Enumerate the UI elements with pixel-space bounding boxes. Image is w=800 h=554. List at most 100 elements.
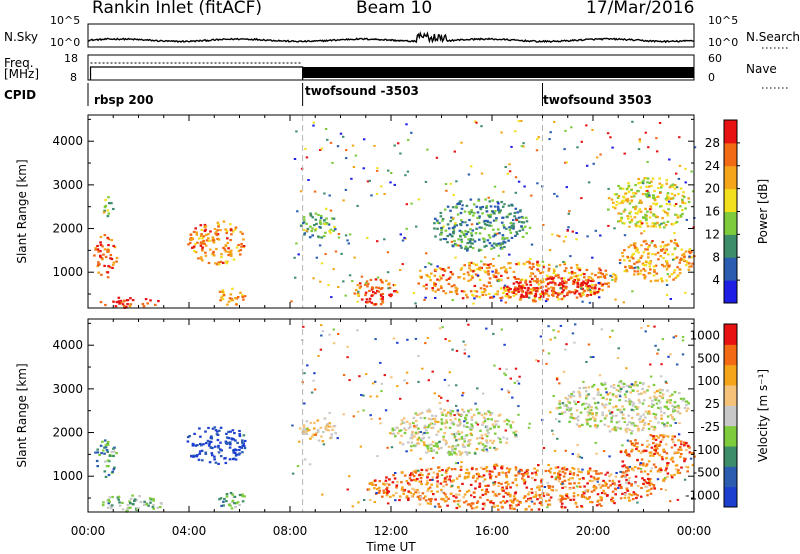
velocity-cell bbox=[393, 477, 397, 480]
velocity-cell bbox=[215, 433, 219, 436]
velocity-noise-cell bbox=[500, 388, 504, 391]
power-cell bbox=[675, 242, 678, 245]
velocity-cell bbox=[514, 466, 518, 469]
power-cell bbox=[303, 233, 306, 236]
velocity-cell bbox=[669, 424, 672, 427]
velocity-cell bbox=[436, 420, 440, 424]
power-cell bbox=[541, 293, 545, 296]
velocity-cell bbox=[656, 452, 659, 455]
power-cell bbox=[434, 217, 437, 220]
velocity-cell bbox=[505, 475, 508, 479]
velocity-cell bbox=[101, 449, 105, 452]
velocity-cell bbox=[650, 446, 654, 449]
velocity-cell bbox=[623, 417, 626, 420]
power-cell bbox=[106, 249, 109, 252]
velocity-cell bbox=[502, 495, 505, 498]
velocity-cell bbox=[641, 477, 644, 480]
velocity-cell bbox=[312, 433, 316, 436]
velocity-cell bbox=[509, 426, 513, 429]
power-cell bbox=[499, 278, 503, 281]
velocity-cell bbox=[508, 494, 512, 498]
velocity-cell bbox=[646, 482, 649, 485]
power-cell bbox=[314, 218, 318, 221]
power-cell bbox=[225, 229, 229, 232]
velocity-cell bbox=[535, 473, 538, 476]
velocity-cell bbox=[131, 494, 134, 497]
velocity-cell bbox=[229, 441, 232, 444]
power-noise-cell bbox=[586, 164, 589, 167]
velocity-noise-cell bbox=[595, 452, 598, 455]
velocity-cell bbox=[622, 471, 625, 474]
velocity-cell bbox=[666, 472, 670, 475]
velocity-noise-cell bbox=[657, 436, 660, 439]
velocity-noise-cell bbox=[451, 348, 454, 351]
power-noise-cell bbox=[290, 300, 293, 303]
power-noise-cell bbox=[592, 162, 595, 165]
velocity-noise-cell bbox=[625, 481, 628, 484]
power-cell bbox=[517, 282, 520, 285]
power-cell bbox=[636, 224, 640, 227]
velocity-ytick-label: 3000 bbox=[52, 382, 83, 396]
power-cell bbox=[688, 265, 691, 268]
power-cell bbox=[507, 296, 511, 299]
power-noise-cell bbox=[331, 161, 334, 164]
velocity-noise-cell bbox=[542, 494, 546, 497]
velocity-cell bbox=[481, 507, 485, 510]
power-cell bbox=[509, 212, 512, 215]
velocity-noise-cell bbox=[571, 453, 574, 455]
velocity-cell bbox=[625, 427, 629, 430]
velocity-cell bbox=[508, 469, 511, 472]
velocity-cell bbox=[673, 409, 677, 412]
velocity-cell bbox=[104, 460, 107, 463]
velocity-cell bbox=[412, 493, 415, 496]
velocity-cell bbox=[473, 507, 477, 510]
velocity-cell bbox=[576, 419, 580, 422]
velocity-cell bbox=[577, 482, 581, 485]
velocity-cell bbox=[633, 424, 637, 427]
velocity-cell bbox=[658, 395, 662, 398]
velocity-cell bbox=[495, 494, 498, 497]
velocity-cell bbox=[224, 461, 228, 465]
power-cell bbox=[675, 220, 679, 224]
power-cell bbox=[377, 286, 381, 289]
power-cell bbox=[510, 226, 513, 229]
velocity-cell bbox=[641, 428, 644, 432]
velocity-noise-cell bbox=[320, 334, 323, 337]
power-cell bbox=[666, 212, 669, 215]
velocity-cell bbox=[485, 470, 489, 473]
power-cell bbox=[242, 298, 245, 301]
power-noise-cell bbox=[484, 256, 487, 259]
power-cell bbox=[517, 288, 520, 291]
power-noise-cell bbox=[660, 222, 663, 225]
velocity-cell bbox=[630, 432, 633, 435]
power-cell bbox=[617, 220, 620, 223]
velocity-cell bbox=[663, 434, 667, 437]
velocity-cell bbox=[121, 501, 124, 504]
velocity-cell bbox=[515, 484, 519, 487]
velocity-cell bbox=[505, 485, 508, 488]
power-cell bbox=[467, 210, 471, 213]
power-cell bbox=[487, 263, 490, 266]
velocity-cell bbox=[688, 451, 692, 454]
velocity-cell bbox=[241, 493, 244, 496]
power-cell bbox=[364, 291, 368, 294]
power-cell bbox=[639, 199, 642, 202]
velocity-noise-cell bbox=[481, 437, 484, 440]
velocity-cell bbox=[658, 401, 662, 404]
power-cell bbox=[617, 184, 620, 188]
velocity-cell bbox=[233, 432, 236, 435]
velocity-cell bbox=[471, 426, 474, 429]
velocity-cell bbox=[561, 470, 565, 473]
power-cell bbox=[644, 239, 647, 242]
velocity-cell bbox=[619, 386, 622, 389]
velocity-cell bbox=[243, 447, 247, 450]
velocity-cell bbox=[107, 502, 111, 505]
power-cell bbox=[619, 187, 622, 190]
velocity-noise-cell bbox=[571, 332, 575, 335]
velocity-cell bbox=[480, 434, 484, 437]
velocity-cell bbox=[478, 436, 482, 439]
velocity-cell bbox=[575, 423, 579, 426]
velocity-cell bbox=[573, 482, 576, 485]
power-cell bbox=[96, 248, 100, 251]
power-cell bbox=[512, 227, 515, 230]
